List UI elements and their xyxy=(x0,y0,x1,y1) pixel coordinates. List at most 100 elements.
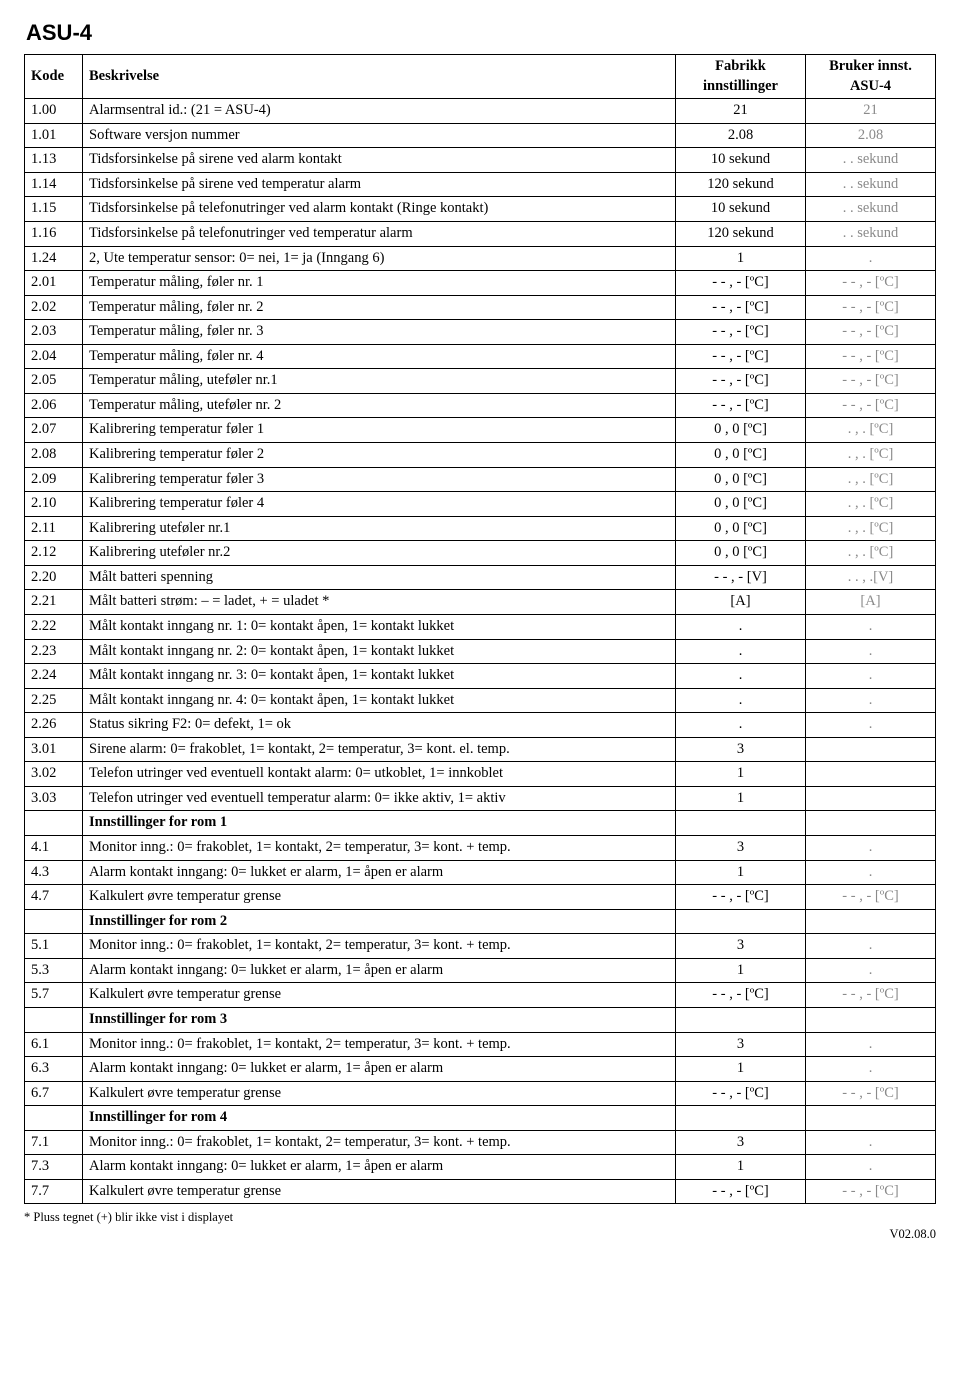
settings-table: Kode Beskrivelse Fabrikk innstillinger B… xyxy=(24,54,936,1204)
cell-bruker: . , . [ºC] xyxy=(806,541,936,566)
cell-fabrikk: [A] xyxy=(676,590,806,615)
cell-fabrikk xyxy=(676,1106,806,1131)
cell-bruker xyxy=(806,762,936,787)
cell-fabrikk: 0 , 0 [ºC] xyxy=(676,516,806,541)
section-heading: Innstillinger for rom 2 xyxy=(83,909,676,934)
table-row: 2.22Målt kontakt inngang nr. 1: 0= konta… xyxy=(25,614,936,639)
table-row: Innstillinger for rom 1 xyxy=(25,811,936,836)
cell-fabrikk: 1 xyxy=(676,1057,806,1082)
table-row: 2.08Kalibrering temperatur føler 20 , 0 … xyxy=(25,443,936,468)
cell-beskrivelse: Tidsforsinkelse på telefonutringer ved t… xyxy=(83,221,676,246)
cell-kode: 6.7 xyxy=(25,1081,83,1106)
table-row: 1.242, Ute temperatur sensor: 0= nei, 1=… xyxy=(25,246,936,271)
cell-fabrikk: - - , - [ºC] xyxy=(676,344,806,369)
table-row: 6.1Monitor inng.: 0= frakoblet, 1= konta… xyxy=(25,1032,936,1057)
table-row: 2.21Målt batteri strøm: – = ladet, + = u… xyxy=(25,590,936,615)
cell-beskrivelse: Status sikring F2: 0= defekt, 1= ok xyxy=(83,713,676,738)
table-row: 2.11Kalibrering uteføler nr.10 , 0 [ºC].… xyxy=(25,516,936,541)
cell-kode: 2.09 xyxy=(25,467,83,492)
cell-bruker: . xyxy=(806,836,936,861)
cell-fabrikk: - - , - [ºC] xyxy=(676,320,806,345)
cell-fabrikk: 1 xyxy=(676,1155,806,1180)
footnote: * Pluss tegnet (+) blir ikke vist i disp… xyxy=(24,1210,936,1225)
cell-bruker xyxy=(806,909,936,934)
cell-kode: 2.25 xyxy=(25,688,83,713)
cell-fabrikk: 1 xyxy=(676,762,806,787)
table-row: 2.05Temperatur måling, uteføler nr.1- - … xyxy=(25,369,936,394)
table-row: 2.26Status sikring F2: 0= defekt, 1= ok.… xyxy=(25,713,936,738)
cell-bruker: - - , - [ºC] xyxy=(806,295,936,320)
cell-bruker: . xyxy=(806,1032,936,1057)
cell-kode xyxy=(25,811,83,836)
cell-kode: 6.3 xyxy=(25,1057,83,1082)
table-row: 3.01Sirene alarm: 0= frakoblet, 1= konta… xyxy=(25,737,936,762)
cell-fabrikk: . xyxy=(676,639,806,664)
cell-kode: 3.03 xyxy=(25,786,83,811)
cell-bruker: . xyxy=(806,934,936,959)
cell-fabrikk: - - , - [ºC] xyxy=(676,271,806,296)
table-row: 3.03Telefon utringer ved eventuell tempe… xyxy=(25,786,936,811)
cell-kode: 2.02 xyxy=(25,295,83,320)
section-heading: Innstillinger for rom 3 xyxy=(83,1007,676,1032)
cell-kode xyxy=(25,1007,83,1032)
table-row: 6.7Kalkulert øvre temperatur grense- - ,… xyxy=(25,1081,936,1106)
cell-kode: 2.05 xyxy=(25,369,83,394)
cell-kode: 3.02 xyxy=(25,762,83,787)
cell-beskrivelse: Alarm kontakt inngang: 0= lukket er alar… xyxy=(83,1155,676,1180)
cell-beskrivelse: Alarm kontakt inngang: 0= lukket er alar… xyxy=(83,1057,676,1082)
cell-beskrivelse: Alarm kontakt inngang: 0= lukket er alar… xyxy=(83,958,676,983)
cell-fabrikk: . xyxy=(676,664,806,689)
cell-fabrikk: - - , - [ºC] xyxy=(676,393,806,418)
cell-bruker: . xyxy=(806,1057,936,1082)
cell-beskrivelse: Kalibrering uteføler nr.2 xyxy=(83,541,676,566)
cell-beskrivelse: Tidsforsinkelse på sirene ved alarm kont… xyxy=(83,148,676,173)
cell-bruker: . . sekund xyxy=(806,148,936,173)
cell-bruker xyxy=(806,1007,936,1032)
table-row: 1.01Software versjon nummer2.082.08 xyxy=(25,123,936,148)
cell-kode: 1.13 xyxy=(25,148,83,173)
cell-fabrikk: . xyxy=(676,688,806,713)
cell-bruker xyxy=(806,737,936,762)
table-row: 2.10Kalibrering temperatur føler 40 , 0 … xyxy=(25,492,936,517)
version-label: V02.08.0 xyxy=(24,1227,936,1242)
cell-kode: 1.24 xyxy=(25,246,83,271)
cell-kode: 2.26 xyxy=(25,713,83,738)
cell-beskrivelse: Temperatur måling, føler nr. 3 xyxy=(83,320,676,345)
page-title: ASU-4 xyxy=(26,20,936,46)
cell-fabrikk: 3 xyxy=(676,1130,806,1155)
cell-beskrivelse: Kalibrering temperatur føler 2 xyxy=(83,443,676,468)
cell-bruker: . , . [ºC] xyxy=(806,443,936,468)
table-row: 1.14Tidsforsinkelse på sirene ved temper… xyxy=(25,172,936,197)
cell-beskrivelse: Kalibrering uteføler nr.1 xyxy=(83,516,676,541)
table-row: 4.3Alarm kontakt inngang: 0= lukket er a… xyxy=(25,860,936,885)
cell-fabrikk: - - , - [ºC] xyxy=(676,885,806,910)
table-row: 2.01Temperatur måling, føler nr. 1- - , … xyxy=(25,271,936,296)
cell-bruker: . . sekund xyxy=(806,172,936,197)
cell-fabrikk: 120 sekund xyxy=(676,172,806,197)
cell-beskrivelse: Temperatur måling, uteføler nr.1 xyxy=(83,369,676,394)
cell-bruker: . xyxy=(806,614,936,639)
cell-kode xyxy=(25,1106,83,1131)
cell-bruker: . xyxy=(806,958,936,983)
cell-fabrikk: 2.08 xyxy=(676,123,806,148)
table-row: 5.7Kalkulert øvre temperatur grense- - ,… xyxy=(25,983,936,1008)
table-row: 2.06Temperatur måling, uteføler nr. 2- -… xyxy=(25,393,936,418)
table-row: 2.25Målt kontakt inngang nr. 4: 0= konta… xyxy=(25,688,936,713)
cell-bruker: - - , - [ºC] xyxy=(806,271,936,296)
table-row: 4.7Kalkulert øvre temperatur grense- - ,… xyxy=(25,885,936,910)
cell-bruker: . , . [ºC] xyxy=(806,516,936,541)
cell-bruker: . xyxy=(806,639,936,664)
cell-beskrivelse: Målt kontakt inngang nr. 3: 0= kontakt å… xyxy=(83,664,676,689)
header-kode: Kode xyxy=(25,55,83,99)
cell-fabrikk xyxy=(676,811,806,836)
table-row: 2.12Kalibrering uteføler nr.20 , 0 [ºC].… xyxy=(25,541,936,566)
table-row: 5.1Monitor inng.: 0= frakoblet, 1= konta… xyxy=(25,934,936,959)
cell-fabrikk: - - , - [V] xyxy=(676,565,806,590)
cell-fabrikk: 1 xyxy=(676,860,806,885)
cell-kode: 2.04 xyxy=(25,344,83,369)
cell-kode: 1.14 xyxy=(25,172,83,197)
cell-bruker: . xyxy=(806,688,936,713)
cell-fabrikk: . xyxy=(676,614,806,639)
cell-kode: 4.3 xyxy=(25,860,83,885)
cell-kode: 2.11 xyxy=(25,516,83,541)
